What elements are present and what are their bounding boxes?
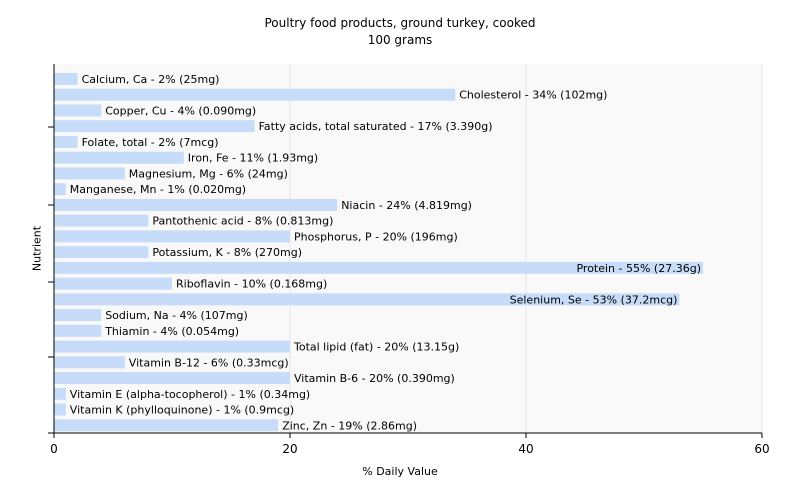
bar-label-20: Vitamin E (alpha-tocopherol) - 1% (0.34m… — [70, 388, 310, 401]
bar-17 — [54, 340, 290, 353]
bar-label-21: Vitamin K (phylloquinone) - 1% (0.9mcg) — [70, 404, 294, 417]
x-tick-label-0: 0 — [50, 442, 58, 456]
x-tick-label-1: 20 — [282, 442, 297, 456]
bar-20 — [54, 387, 66, 400]
bar-14 — [54, 293, 680, 306]
bar-label-13: Riboflavin - 10% (0.168mg) — [176, 278, 327, 291]
x-axis-label: % Daily Value — [362, 465, 438, 478]
bar-label-19: Vitamin B-6 - 20% (0.390mg) — [294, 372, 455, 385]
bar-label-9: Pantothenic acid - 8% (0.813mg) — [152, 215, 333, 228]
bar-4 — [54, 135, 78, 148]
bar-label-4: Folate, total - 2% (7mcg) — [82, 136, 219, 149]
bar-8 — [54, 198, 338, 211]
x-tick-label-2: 40 — [518, 442, 533, 456]
bar-label-0: Calcium, Ca - 2% (25mg) — [82, 73, 220, 86]
x-tick-label-3: 60 — [754, 442, 769, 456]
bar-label-2: Copper, Cu - 4% (0.090mg) — [105, 104, 256, 117]
bar-label-5: Iron, Fe - 11% (1.93mg) — [188, 152, 318, 165]
bar-label-10: Phosphorus, P - 20% (196mg) — [294, 230, 458, 243]
bar-11 — [54, 246, 149, 259]
bar-label-11: Potassium, K - 8% (270mg) — [152, 246, 302, 259]
bar-15 — [54, 309, 102, 322]
bar-label-12: Protein - 55% (27.36g) — [576, 262, 701, 275]
bar-22 — [54, 419, 279, 432]
bar-label-18: Vitamin B-12 - 6% (0.33mcg) — [129, 356, 289, 369]
bar-label-8: Niacin - 24% (4.819mg) — [341, 199, 472, 212]
bar-label-7: Manganese, Mn - 1% (0.020mg) — [70, 183, 246, 196]
bar-16 — [54, 324, 102, 337]
bar-12 — [54, 261, 703, 274]
bar-label-6: Magnesium, Mg - 6% (24mg) — [129, 167, 288, 180]
bar-label-3: Fatty acids, total saturated - 17% (3.39… — [259, 120, 493, 133]
bar-21 — [54, 403, 66, 416]
bar-6 — [54, 167, 125, 180]
bar-label-14: Selenium, Se - 53% (37.2mcg) — [510, 293, 678, 306]
bar-7 — [54, 183, 66, 196]
bar-label-1: Cholesterol - 34% (102mg) — [459, 89, 607, 102]
bar-9 — [54, 214, 149, 227]
bar-5 — [54, 151, 184, 164]
bar-label-17: Total lipid (fat) - 20% (13.15g) — [293, 341, 459, 354]
bar-18 — [54, 356, 125, 369]
bar-label-15: Sodium, Na - 4% (107mg) — [105, 309, 248, 322]
bar-0 — [54, 73, 78, 85]
bar-13 — [54, 277, 172, 290]
bar-1 — [54, 88, 456, 101]
bar-19 — [54, 372, 290, 385]
bar-3 — [54, 120, 255, 133]
bar-10 — [54, 230, 290, 243]
bar-label-22: Zinc, Zn - 19% (2.86mg) — [282, 419, 417, 432]
bar-2 — [54, 104, 102, 117]
bar-label-16: Thiamin - 4% (0.054mg) — [104, 325, 239, 338]
chart-title: Poultry food products, ground turkey, co… — [264, 16, 536, 30]
chart-subtitle: 100 grams — [367, 33, 433, 47]
